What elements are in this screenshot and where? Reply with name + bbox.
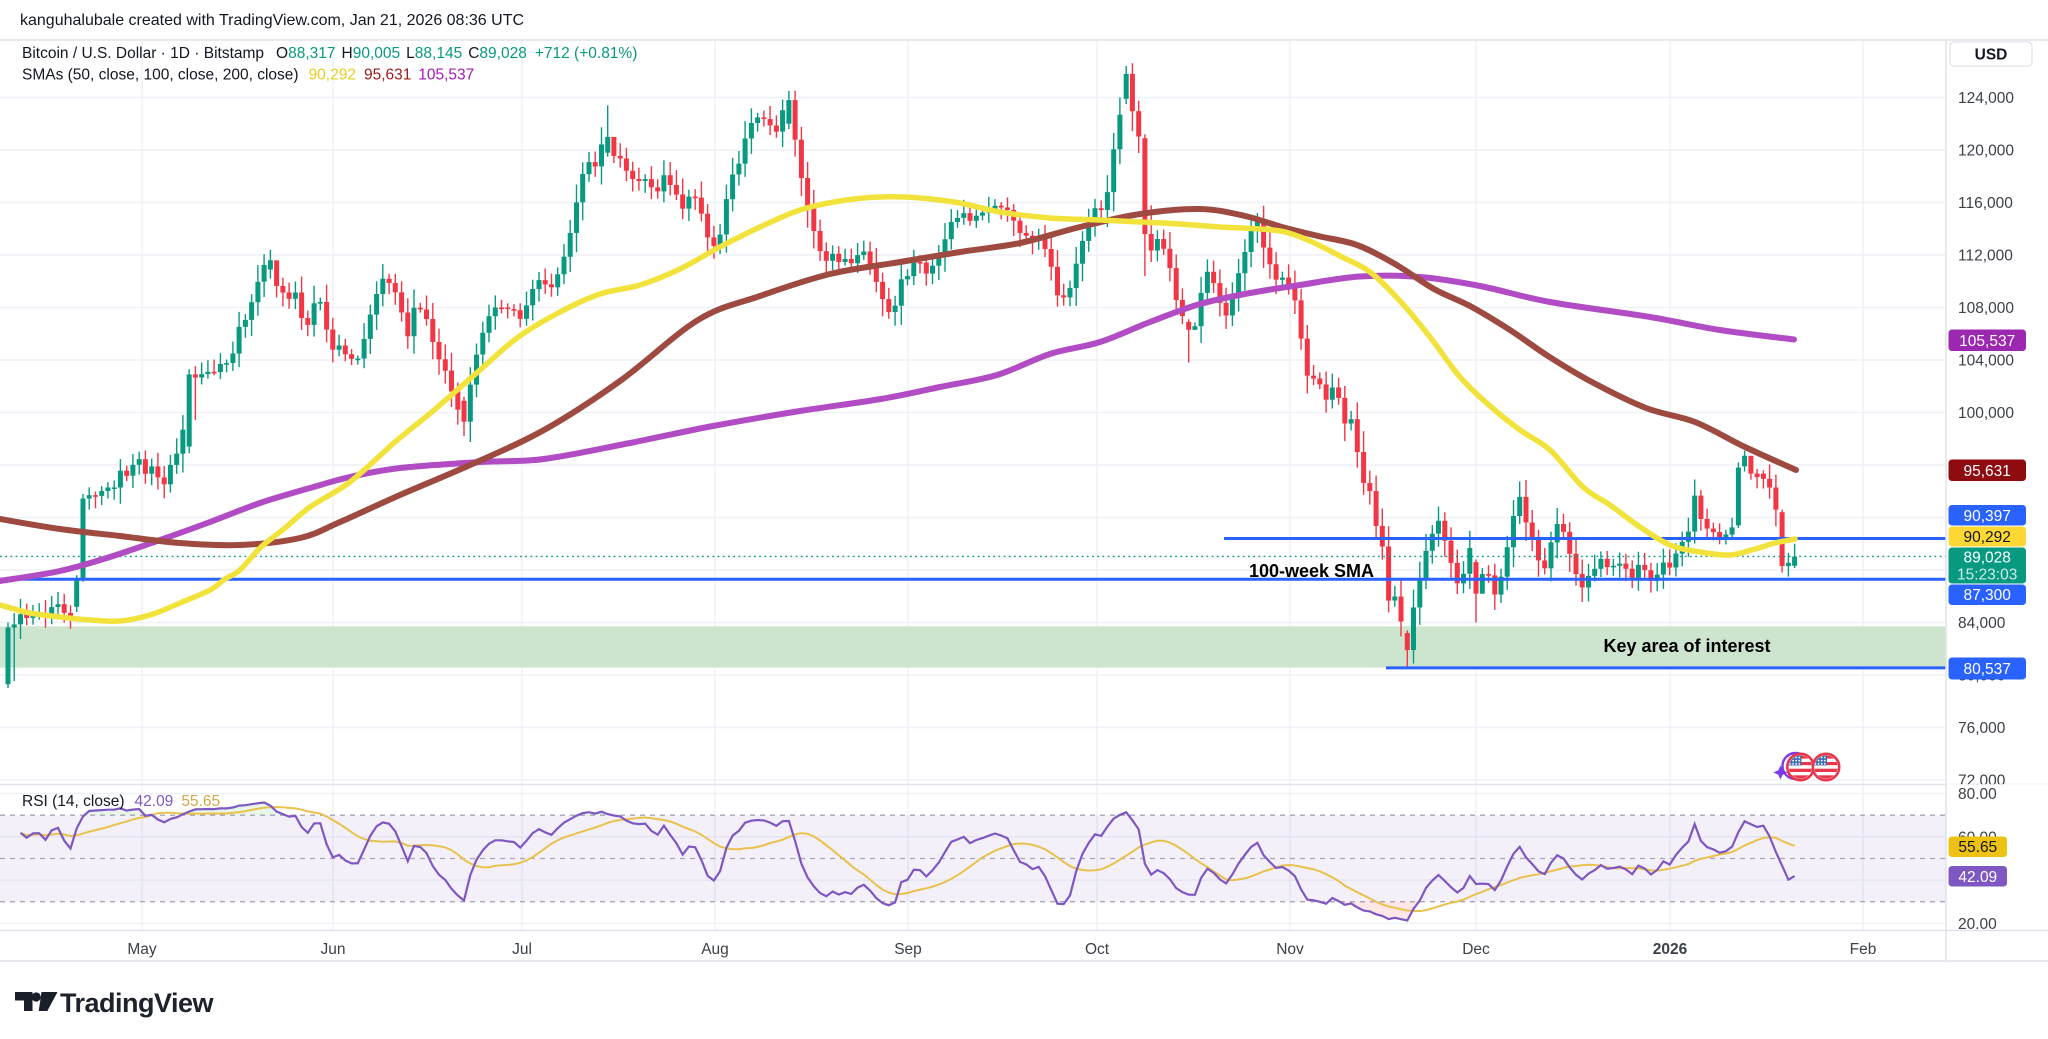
svg-text:90,292: 90,292 <box>1963 529 2010 546</box>
svg-text:80.00: 80.00 <box>1958 786 1997 803</box>
svg-text:Bitcoin / U.S. Dollar · 1D · B: Bitcoin / U.S. Dollar · 1D · Bitstamp O88… <box>22 45 637 62</box>
svg-text:95,631: 95,631 <box>1963 463 2010 480</box>
svg-text:124,000: 124,000 <box>1958 90 2014 107</box>
svg-text:15:23:03: 15:23:03 <box>1957 567 2017 584</box>
svg-text:84,000: 84,000 <box>1958 615 2006 632</box>
svg-text:55.65: 55.65 <box>1958 839 1997 856</box>
svg-text:kanguhalubale created with Tra: kanguhalubale created with TradingView.c… <box>20 12 524 29</box>
svg-text:104,000: 104,000 <box>1958 353 2014 370</box>
svg-text:80,537: 80,537 <box>1963 661 2010 678</box>
svg-text:89,028: 89,028 <box>1963 550 2010 567</box>
svg-text:112,000: 112,000 <box>1958 248 2013 265</box>
svg-text:May: May <box>127 941 157 958</box>
svg-text:Jul: Jul <box>512 941 532 958</box>
svg-text:USD: USD <box>1975 47 2008 64</box>
svg-text:100-week SMA: 100-week SMA <box>1249 561 1374 581</box>
svg-text:Aug: Aug <box>701 941 729 958</box>
svg-text:2026: 2026 <box>1653 941 1688 958</box>
svg-text:Dec: Dec <box>1462 941 1490 958</box>
svg-text:Feb: Feb <box>1850 941 1877 958</box>
svg-text:105,537: 105,537 <box>1959 333 2015 350</box>
svg-text:Key area of interest: Key area of interest <box>1603 636 1770 656</box>
svg-text:90,397: 90,397 <box>1963 508 2010 525</box>
svg-text:SMAs (50, close, 100, close, 2: SMAs (50, close, 100, close, 200, close)… <box>22 67 474 84</box>
svg-text:42.09: 42.09 <box>1958 869 1997 886</box>
svg-text:Nov: Nov <box>1276 941 1304 958</box>
svg-text:Sep: Sep <box>894 941 922 958</box>
svg-text:120,000: 120,000 <box>1958 143 2014 160</box>
svg-text:116,000: 116,000 <box>1958 195 2013 212</box>
svg-text:TradingView: TradingView <box>60 988 215 1018</box>
svg-text:Oct: Oct <box>1085 941 1110 958</box>
svg-text:Jun: Jun <box>321 941 346 958</box>
svg-text:87,300: 87,300 <box>1963 587 2011 604</box>
svg-text:100,000: 100,000 <box>1958 405 2014 422</box>
svg-text:76,000: 76,000 <box>1958 720 2006 737</box>
svg-text:20.00: 20.00 <box>1958 916 1997 933</box>
svg-text:108,000: 108,000 <box>1958 300 2014 317</box>
